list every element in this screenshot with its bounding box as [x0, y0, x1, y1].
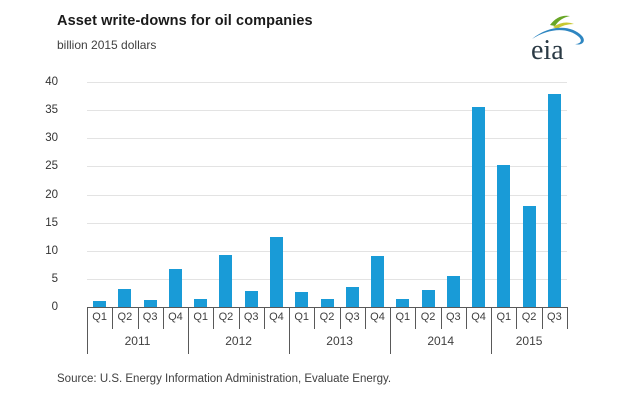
x-tick-2015-Q1: Q1: [496, 311, 512, 323]
axis-tick-0: [87, 308, 88, 354]
bar-18: [547, 93, 561, 307]
axis-tick-1: [112, 308, 114, 329]
bar-4: [194, 299, 208, 307]
eia-leaf-yellow: [553, 22, 574, 29]
gridline-5: [87, 278, 567, 280]
y-tick-label-25: 25: [45, 160, 58, 173]
x-tick-2015-Q2: Q2: [521, 311, 537, 323]
bar-16: [497, 165, 511, 307]
y-tick-label-35: 35: [45, 104, 58, 117]
axis-tick-10: [339, 308, 341, 329]
x-tick-2011-Q1: Q1: [92, 311, 107, 323]
axis-tick-17: [516, 308, 518, 329]
bar-8: [295, 292, 309, 307]
gridline-20: [87, 194, 567, 196]
eia-logo: eia: [520, 12, 592, 66]
axis-tick-19: [567, 308, 568, 329]
y-tick-label-0: 0: [51, 301, 58, 313]
y-tick-label-20: 20: [45, 188, 58, 201]
x-year-label-2012: 2012: [225, 334, 252, 348]
axis-tick-5: [213, 308, 215, 329]
axis-tick-15: [465, 308, 467, 329]
axis-tick-14: [440, 308, 442, 329]
bar-7: [269, 237, 283, 307]
bar-2: [143, 299, 157, 307]
y-tick-label-15: 15: [45, 216, 58, 229]
bar-6: [244, 290, 258, 307]
plot-area: [87, 82, 567, 307]
axis-tick-18: [541, 308, 543, 329]
x-tick-2011-Q2: Q2: [117, 311, 133, 323]
gridline-15: [87, 222, 567, 224]
gridline-30: [87, 138, 567, 140]
y-tick-label-40: 40: [45, 76, 58, 88]
source-note: Source: U.S. Energy Information Administ…: [57, 373, 392, 385]
eia-swoosh-blue: [532, 27, 584, 45]
x-year-label-2011: 2011: [124, 334, 151, 348]
gridline-25: [87, 166, 567, 168]
x-year-label-2014: 2014: [427, 334, 455, 348]
x-tick-2014-Q1: Q1: [395, 311, 411, 323]
y-tick-label-5: 5: [51, 272, 58, 285]
x-tick-2013-Q3: Q3: [344, 311, 360, 323]
x-axis: Q1 Q2 Q3 Q4 2011 Q1 Q2 Q3 Q4 2012 Q1 Q2 Q3 Q4 2013 Q1 Q2…: [87, 307, 568, 355]
x-tick-2014-Q2: Q2: [420, 311, 436, 323]
gridline-40: [87, 82, 567, 83]
x-tick-2013-Q1: Q1: [294, 311, 310, 323]
bar-14: [446, 275, 460, 307]
x-tick-2014-Q3: Q3: [445, 311, 461, 323]
chart-title: Asset write-downs for oil companies: [57, 13, 313, 29]
bar-1: [118, 289, 132, 307]
x-tick-2012-Q4: Q4: [269, 311, 284, 323]
x-tick-2012-Q3: Q3: [243, 311, 259, 323]
bar-5: [219, 254, 233, 307]
gridline-10: [87, 250, 567, 252]
axis-tick-4: [188, 308, 190, 354]
bar-11: [371, 255, 385, 307]
axis-tick-7: [263, 308, 265, 329]
bar-13: [421, 290, 435, 307]
axis-tick-8: [289, 308, 291, 354]
x-year-label-2015: 2015: [515, 334, 543, 348]
axis-tick-16: [491, 308, 493, 354]
axis-tick-11: [364, 308, 366, 329]
x-tick-2013-Q2: Q2: [319, 311, 335, 323]
x-year-label-2013: 2013: [326, 334, 353, 348]
x-tick-2015-Q3: Q3: [547, 311, 562, 323]
y-tick-label-30: 30: [45, 132, 58, 145]
axis-tick-13: [415, 308, 417, 329]
bar-15: [472, 106, 486, 307]
axis-tick-3: [162, 308, 164, 329]
gridline-35: [87, 110, 567, 112]
y-tick-label-10: 10: [45, 244, 58, 257]
axis-tick-12: [390, 308, 392, 354]
x-tick-2011-Q3: Q3: [142, 311, 158, 323]
bar-17: [522, 205, 536, 307]
x-tick-2013-Q4: Q4: [370, 311, 385, 323]
bar-3: [168, 269, 182, 307]
eia-logo-graphic: eia: [531, 15, 584, 66]
x-tick-2012-Q1: Q1: [193, 311, 209, 323]
eia-logo-text: eia: [531, 35, 564, 66]
bar-12: [396, 299, 410, 307]
axis-tick-6: [238, 308, 240, 329]
bar-9: [320, 299, 334, 307]
chart-units-label: billion 2015 dollars: [57, 38, 157, 52]
eia-leaf-green: [550, 15, 570, 26]
axis-tick-9: [314, 308, 316, 329]
x-tick-2012-Q2: Q2: [218, 311, 234, 323]
axis-tick-2: [137, 308, 139, 329]
x-tick-2011-Q4: Q4: [168, 311, 183, 323]
x-axis-line: [87, 307, 568, 308]
x-tick-2014-Q4: Q4: [471, 311, 486, 323]
bar-0: [93, 301, 107, 307]
bar-10: [345, 286, 359, 307]
